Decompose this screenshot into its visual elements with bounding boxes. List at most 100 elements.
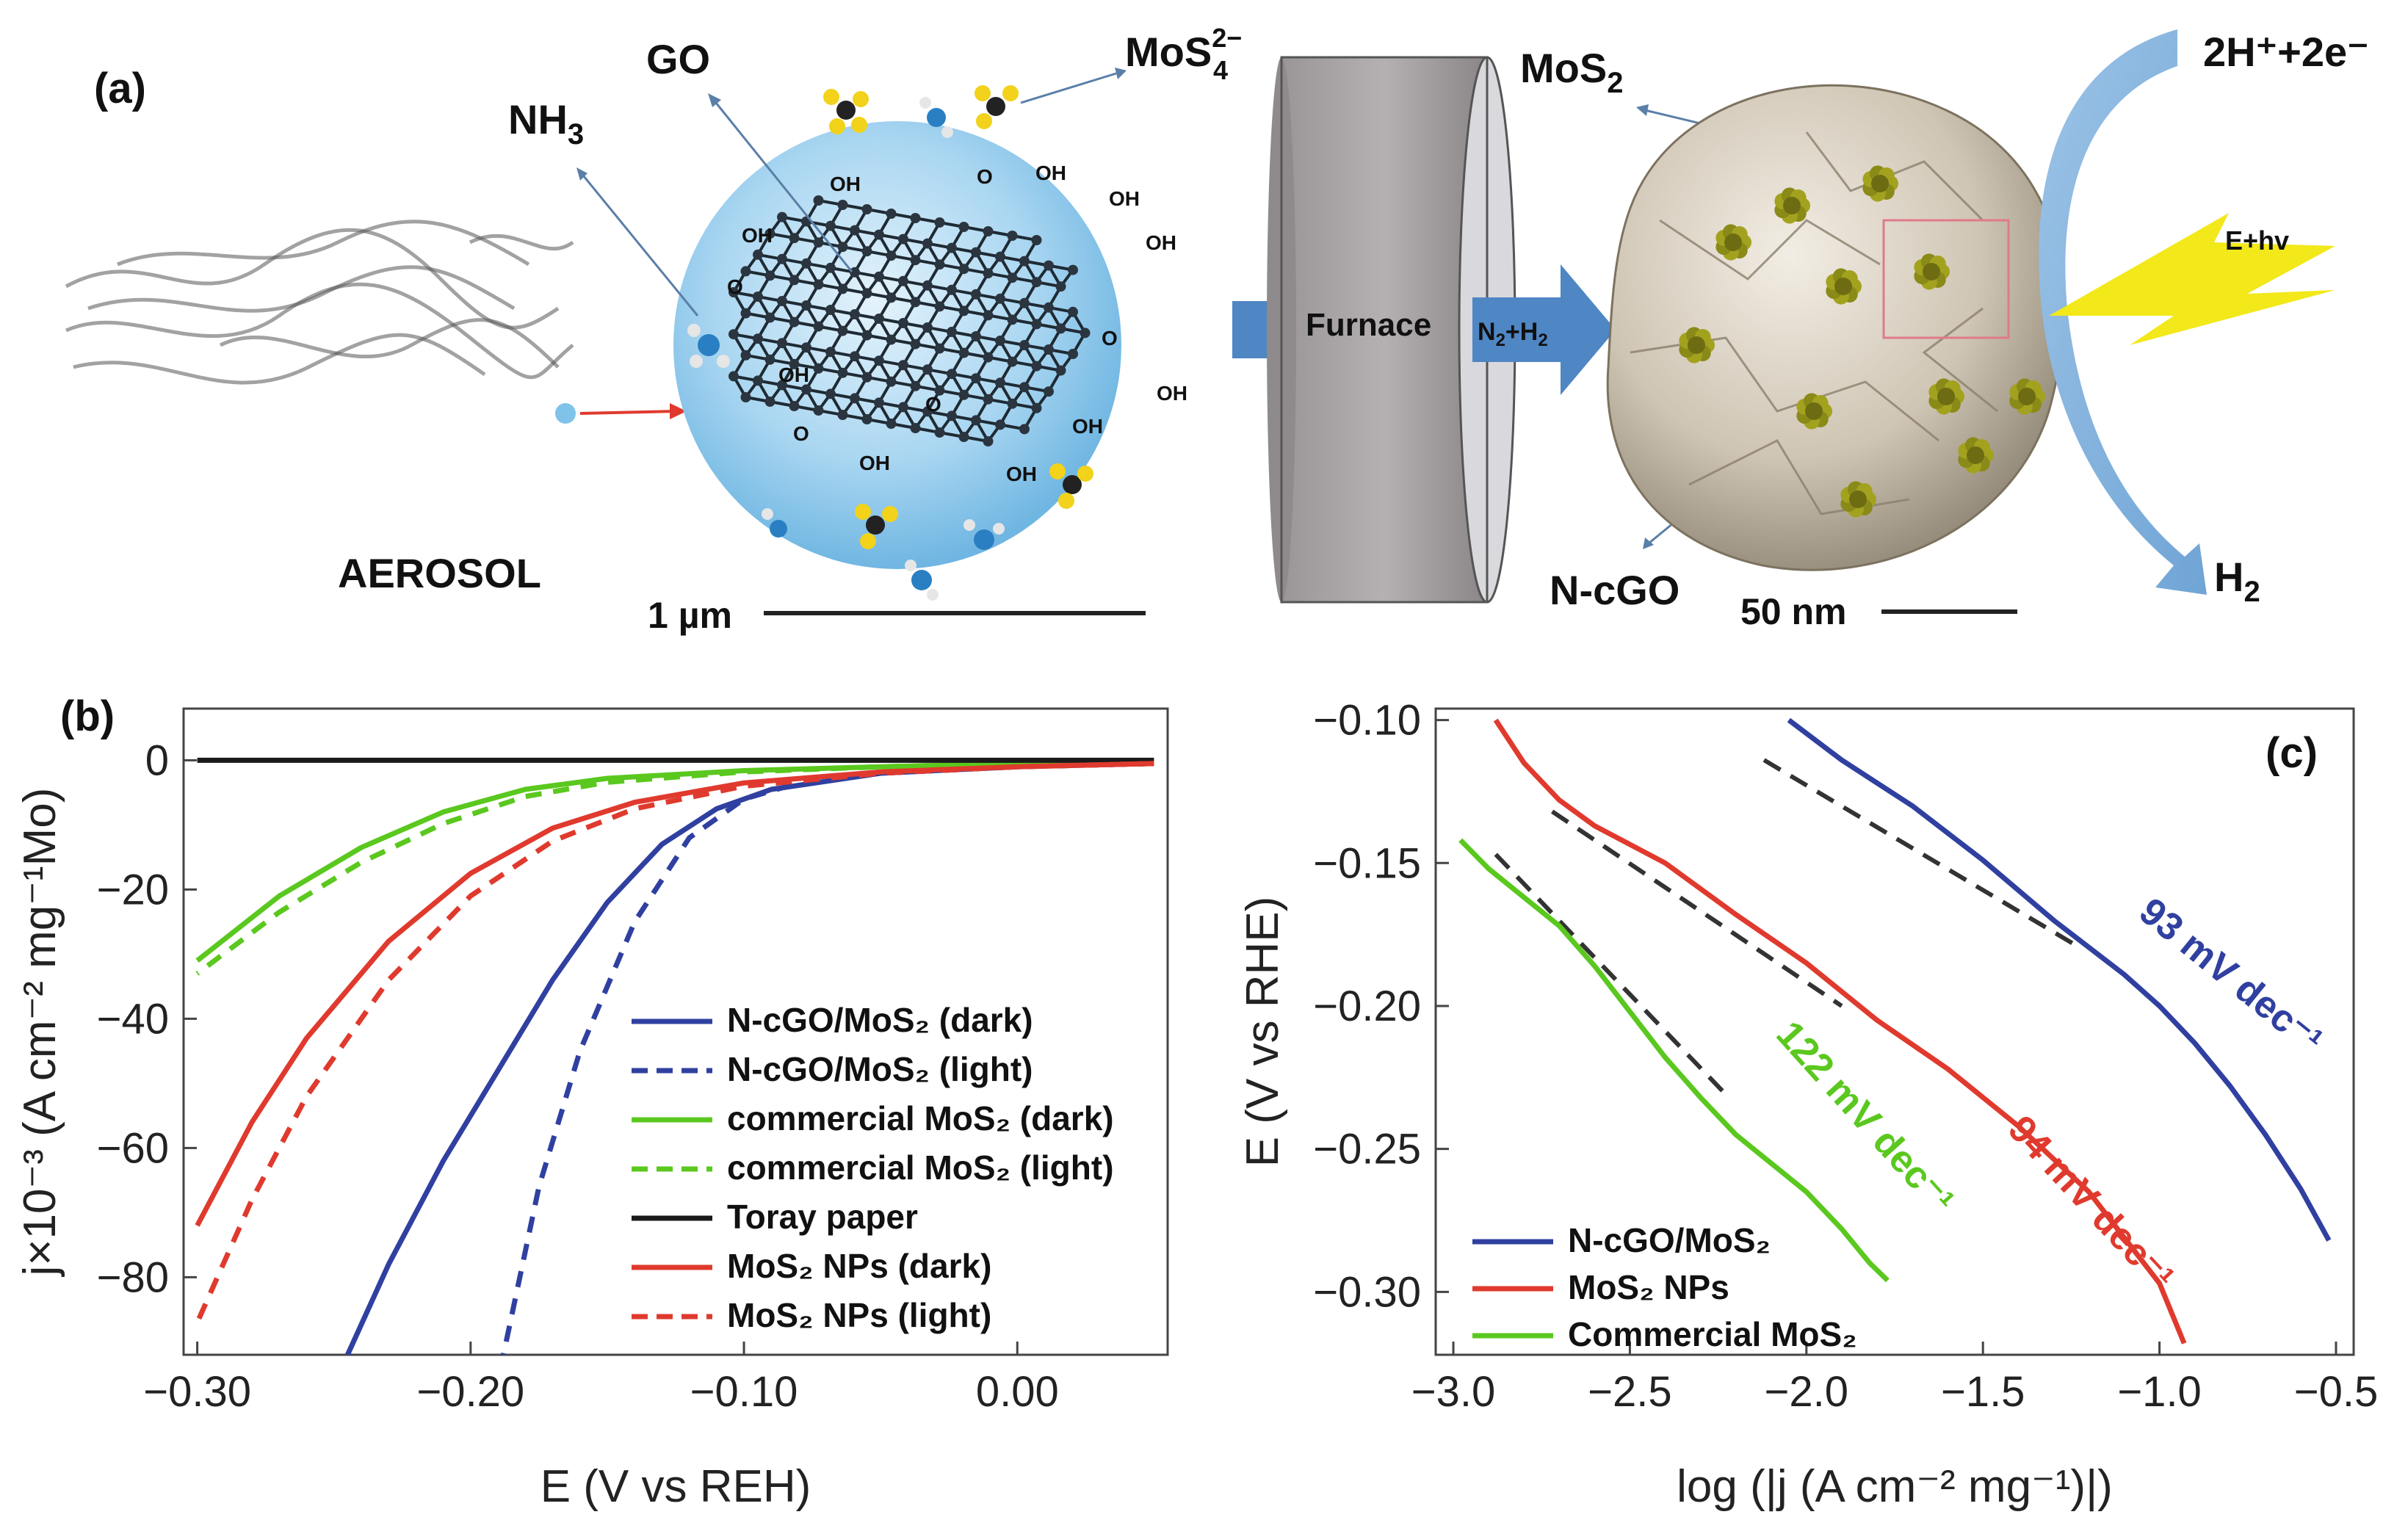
functional-group-label: O [1102, 327, 1118, 350]
mos2-nanoparticle [2009, 378, 2045, 415]
x-tick-label: −0.30 [143, 1368, 251, 1416]
functional-group-label: OH [778, 363, 809, 386]
panel-c-frame [1434, 707, 2355, 1356]
smoke-illustration [65, 220, 574, 385]
ehv-label: E+hv [2225, 225, 2289, 256]
panel-b-frame [182, 707, 1169, 1356]
y-tick-label: −0.30 [1313, 1268, 1421, 1316]
furnace-label: Furnace [1306, 307, 1431, 343]
y-tick-label: −80 [97, 1253, 169, 1301]
mos2-label: MoS2 [1520, 45, 1623, 99]
lightning-bolt [2049, 213, 2335, 345]
functional-group-label: O [977, 165, 993, 188]
tafel-fit-line [1494, 853, 1731, 1099]
x-tick-label: −0.5 [2294, 1368, 2379, 1416]
panel-b-xlabel: E (V vs REH) [540, 1461, 811, 1512]
mos2-nanoparticle [1928, 378, 1964, 415]
mos2-nanoparticle [1862, 165, 1898, 202]
slope-annotation: 93 mV dec⁻¹ [2131, 890, 2330, 1063]
reactants-label: 2H⁺+2e⁻ [2203, 29, 2369, 75]
panel-b-legend: N-cGO/MoS₂ (dark) N-cGO/MoS₂ (light) comme… [632, 1001, 1114, 1334]
mos2-nanoparticle [1840, 481, 1876, 518]
legend-label: MoS₂ NPs [1568, 1268, 1729, 1306]
tafel-fit-line [1762, 758, 2083, 951]
y-tick-label: −20 [97, 866, 169, 913]
panel-c-legend: N-cGO/MoS₂ MoS₂ NPs Commercial MoS₂ [1472, 1221, 1857, 1353]
mos2-nanoparticle [1958, 437, 1994, 474]
legend-label: N-cGO/MoS₂ [1568, 1221, 1771, 1259]
legend-label: N-cGO/MoS₂ (dark) [727, 1001, 1033, 1039]
x-tick-label: 0.00 [976, 1368, 1059, 1416]
mos2-nanoparticle [1826, 268, 1862, 305]
y-tick-label: −0.15 [1313, 839, 1421, 887]
mos2-nanoparticle [1914, 253, 1950, 290]
slope-annotation: 94 mV dec⁻¹ [2000, 1107, 2182, 1298]
functional-group-label: O [793, 422, 809, 445]
ammonia-molecules [687, 97, 1005, 601]
legend-label: Toray paper [727, 1198, 918, 1236]
ncgo-ball [1606, 84, 2065, 571]
red-arrow [579, 410, 676, 415]
go-label: GO [646, 36, 710, 82]
scale-1um-label: 1 µm [648, 595, 732, 636]
panel-b-letter: (b) [60, 692, 115, 740]
functional-group-label: OH [830, 173, 861, 195]
series-line [1493, 718, 2187, 1345]
panel-c-letter: (c) [2266, 729, 2318, 777]
series-line [1787, 717, 2332, 1242]
mos2-particles [1679, 165, 2045, 518]
functional-group-label: OH [742, 224, 773, 247]
thiomolybdate-molecules [823, 85, 1093, 549]
mos4-label: MoS2− [1125, 23, 1242, 75]
y-tick-label: −60 [97, 1124, 169, 1172]
functional-group-label: OH [1146, 231, 1176, 254]
y-tick-label: −0.25 [1313, 1126, 1421, 1173]
functional-group-label: OH [859, 452, 890, 474]
x-tick-label: −0.10 [690, 1368, 798, 1416]
x-tick-label: −1.5 [1941, 1368, 2025, 1416]
panel-c-chart: (c) −3.0 −2.5 −2.0 −1.5 −1.0 −0.5 −0.10 −0.15 −0… [1237, 697, 2378, 1512]
aerosol-label: AEROSOL [338, 550, 541, 596]
series-line [195, 761, 1154, 1324]
panel-b-chart: (b) −0.30 −0.20 −0.10 0.00 0 −20 −40 −60 −80 E (… [15, 692, 1169, 1512]
legend-label: MoS₂ NPs (dark) [727, 1247, 991, 1285]
panel-a-letter: (a) [94, 65, 146, 112]
h2-label: H2 [2214, 554, 2260, 608]
nh3-label: NH3 [508, 96, 584, 151]
functional-group-label: OH [1072, 415, 1103, 438]
aerosol-droplet [555, 403, 576, 424]
functional-group-label: OH [1006, 463, 1037, 485]
functional-group-label: O [925, 393, 941, 416]
slope-annotation: 122 mV dec⁻¹ [1768, 1013, 1962, 1223]
gas-label: N2+H2 [1478, 318, 1548, 350]
mos2-nanoparticle [1796, 393, 1832, 430]
panel-c-ylabel: E (V vs RHE) [1237, 897, 1288, 1168]
x-tick-label: −2.0 [1765, 1368, 1849, 1416]
y-tick-label: −0.10 [1313, 697, 1421, 745]
mos2-nanoparticle [1715, 224, 1751, 261]
x-tick-label: −1.0 [2117, 1368, 2202, 1416]
ncgo-label: N-cGO [1550, 567, 1680, 613]
legend-label: commercial MoS₂ (light) [727, 1148, 1114, 1187]
legend-label: N-cGO/MoS₂ (light) [727, 1050, 1033, 1088]
graphene-oxide-sheet: OH OH OH OH OH OH OH OH OH OH O O O O O [727, 162, 1187, 485]
panel-c-xlabel: log (|j (A cm⁻² mg⁻¹)|) [1677, 1461, 2113, 1512]
panel-a: (a) AEROSOL OH OH OH OH OH OH OH OH OH OH O O O O O [65, 23, 2369, 636]
y-tick-label: 0 [145, 737, 169, 784]
y-tick-label: −0.20 [1313, 982, 1421, 1030]
functional-group-label: OH [1157, 382, 1187, 405]
y-tick-label: −40 [97, 995, 169, 1043]
red-arrowhead [670, 403, 687, 419]
scale-50nm-label: 50 nm [1740, 591, 1847, 632]
scale-bar-1um [764, 611, 1146, 615]
mos2-nanoparticle [1774, 187, 1810, 224]
x-tick-label: −3.0 [1411, 1368, 1496, 1416]
series-line [195, 759, 1154, 976]
functional-group-label: OH [1109, 187, 1140, 210]
legend-label: commercial MoS₂ (dark) [727, 1099, 1114, 1137]
zoom-box [1882, 219, 2010, 339]
legend-label: Commercial MoS₂ [1568, 1315, 1857, 1353]
legend-label: MoS₂ NPs (light) [727, 1296, 991, 1334]
x-tick-label: −0.20 [416, 1368, 524, 1416]
